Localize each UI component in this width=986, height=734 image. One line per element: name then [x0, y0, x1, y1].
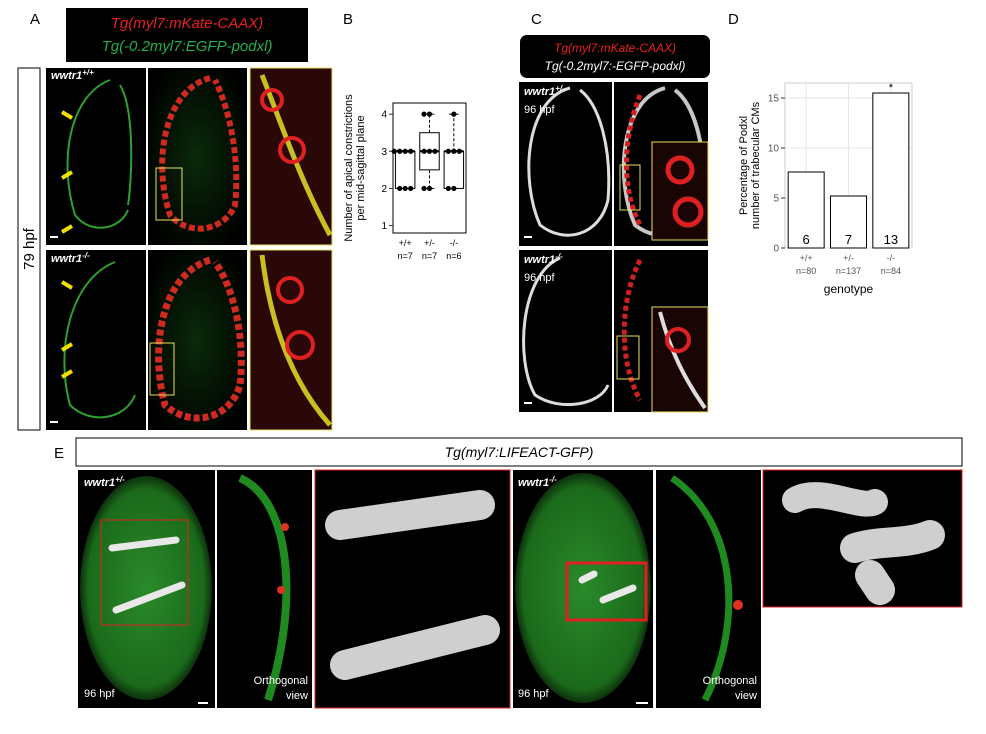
gene: wwtr1 — [51, 70, 82, 82]
significance: * — [889, 82, 894, 94]
bar — [872, 92, 910, 249]
box — [443, 150, 465, 189]
y-axis-label: number of trabecular CMs — [750, 101, 762, 229]
x-tick-label: +/+ — [399, 238, 412, 248]
data-point — [421, 111, 427, 117]
count-label: 6 — [803, 232, 810, 247]
gene: wwtr1 — [84, 477, 115, 489]
stage-label: 96 hpf — [524, 104, 556, 116]
genotype: +/+ — [82, 68, 94, 77]
data-point — [408, 148, 414, 154]
data-point — [397, 148, 403, 154]
y-tick-label: 4 — [381, 110, 387, 121]
header-box — [66, 8, 308, 62]
data-point — [456, 148, 462, 154]
panel-label: D — [728, 11, 739, 28]
header-line: Tg(-0.2myl7:EGFP-podxl) — [102, 38, 273, 55]
data-point — [451, 185, 457, 192]
x-tick-label: -/- — [450, 238, 459, 248]
y-tick-label: 3 — [381, 147, 387, 158]
gene: wwtr1 — [51, 253, 82, 265]
genotype-label: wwtr1-/- — [51, 251, 90, 265]
box — [394, 150, 416, 189]
data-point — [426, 148, 433, 154]
genotype: -/- — [549, 475, 557, 484]
data-point — [445, 148, 451, 154]
data-point — [421, 148, 427, 154]
sample-size: n=7 — [398, 251, 413, 261]
gene: wwtr1 — [524, 254, 555, 266]
header-box — [520, 35, 710, 78]
y-tick-label: 0 — [773, 244, 779, 255]
panel-label: E — [54, 445, 64, 462]
panel-label: A — [30, 11, 40, 28]
genotype: +/- — [115, 475, 125, 484]
data-point — [402, 148, 408, 154]
count-label: 13 — [884, 232, 898, 247]
x-axis-label: genotype — [824, 282, 874, 296]
view-label: view — [735, 690, 757, 702]
genotype-label: wwtr1-/- — [524, 252, 563, 266]
genotype-label: wwtr1+/- — [524, 84, 565, 98]
stage-label: 79 hpf — [21, 227, 38, 270]
sample-size: n=84 — [881, 266, 901, 276]
header-line: Tg(myl7:mKate-CAAX) — [554, 41, 676, 55]
header-line: Tg(myl7:LIFEACT-GFP) — [445, 444, 594, 460]
y-axis-label: Number of apical constrictions — [343, 94, 355, 242]
header-box — [75, 437, 963, 467]
stage-label: 96 hpf — [524, 272, 556, 284]
data-point — [451, 148, 457, 154]
data-point — [408, 185, 414, 192]
y-axis-label: Percentage of Podxl — [738, 116, 750, 215]
y-tick-label: 5 — [773, 194, 779, 205]
genotype: -/- — [555, 252, 563, 261]
sample-size: n=7 — [422, 251, 437, 261]
header-line: Tg(myl7:mKate-CAAX) — [111, 15, 264, 32]
image-group — [519, 82, 709, 413]
count-label: 7 — [845, 232, 852, 247]
stage-label: 96 hpf — [518, 688, 550, 700]
genotype-label: wwtr1+/- — [84, 475, 125, 489]
panel-label: C — [531, 11, 542, 28]
data-point — [402, 185, 408, 192]
sample-size: n=6 — [446, 251, 461, 261]
genotype-label: wwtr1+/+ — [51, 68, 94, 82]
stage-label: 96 hpf — [84, 688, 116, 700]
y-tick-label: 1 — [381, 221, 387, 232]
view-label: Orthogonal — [254, 675, 308, 687]
data-point — [426, 111, 433, 117]
view-label: Orthogonal — [703, 675, 757, 687]
data-point — [421, 185, 427, 192]
data-point — [451, 111, 457, 117]
gene: wwtr1 — [518, 477, 549, 489]
header-line: Tg(-0.2myl7:-EGFP-podxl) — [545, 59, 686, 73]
data-point — [391, 148, 397, 154]
y-tick-label: 10 — [768, 144, 780, 155]
gene: wwtr1 — [524, 86, 555, 98]
genotype-label: wwtr1-/- — [518, 475, 557, 489]
data-point — [397, 185, 403, 192]
panel-label: B — [343, 11, 353, 28]
image-group — [78, 469, 963, 709]
image-group — [46, 67, 333, 431]
x-tick-label: +/- — [424, 238, 435, 248]
data-point — [445, 185, 451, 192]
stage-box — [17, 67, 41, 431]
genotype: -/- — [82, 251, 90, 260]
sample-size: n=137 — [836, 266, 861, 276]
x-tick-label: +/+ — [800, 253, 813, 263]
y-axis-label: per mid-sagittal plane — [355, 115, 367, 220]
genotype: +/- — [555, 84, 565, 93]
view-label: view — [286, 690, 308, 702]
data-point — [432, 148, 438, 154]
bar — [787, 171, 825, 249]
y-tick-label: 2 — [381, 184, 387, 195]
x-tick-label: -/- — [887, 253, 896, 263]
y-tick-label: 15 — [768, 94, 780, 105]
bar — [830, 195, 867, 249]
data-point — [426, 185, 433, 192]
sample-size: n=80 — [796, 266, 816, 276]
x-tick-label: +/- — [843, 253, 854, 263]
